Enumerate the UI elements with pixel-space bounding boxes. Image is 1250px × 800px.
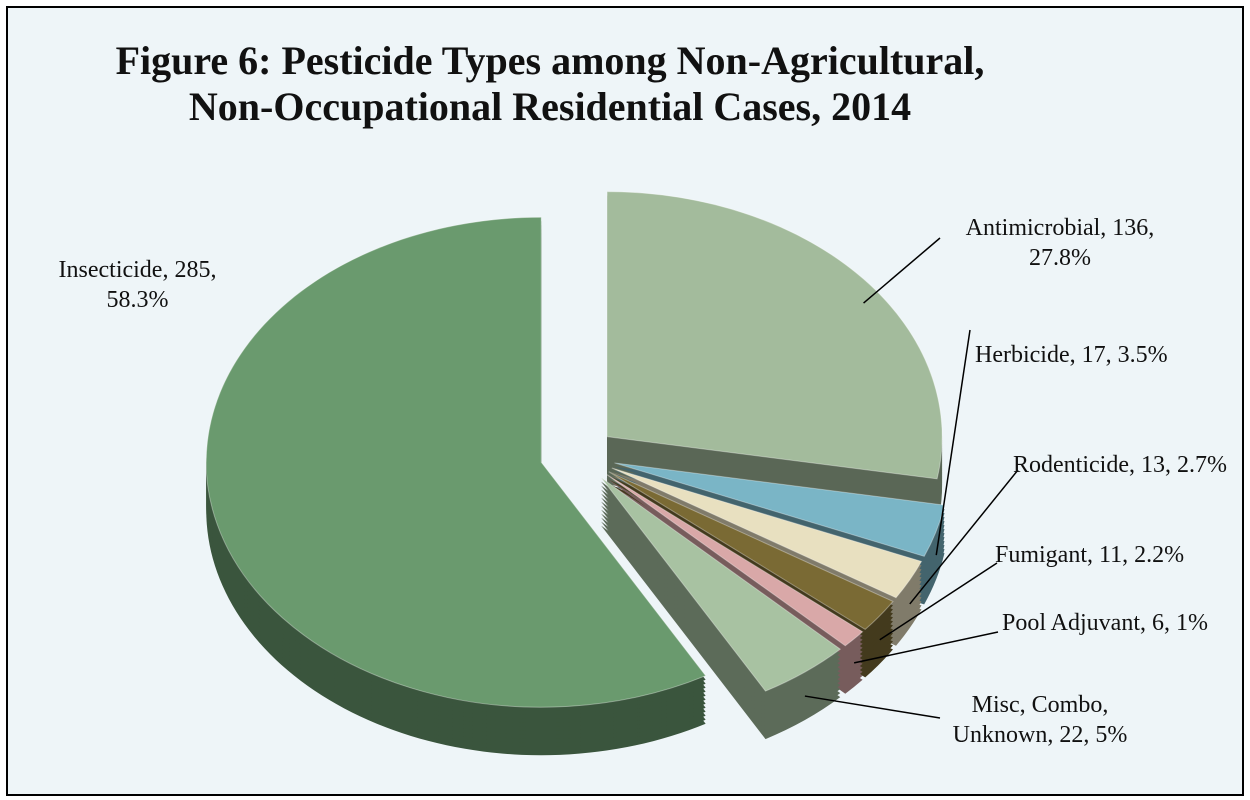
leader-line bbox=[879, 562, 998, 641]
slice bbox=[606, 191, 943, 480]
data-label: Fumigant, 11, 2.2% bbox=[995, 542, 1185, 568]
slice bbox=[205, 216, 707, 708]
slice bbox=[611, 467, 923, 599]
data-label: Herbicide, 17, 3.5% bbox=[975, 342, 1168, 368]
data-label: Antimicrobial, 136, 27.8% bbox=[965, 215, 1155, 271]
leader-line bbox=[804, 695, 941, 719]
slice bbox=[600, 477, 842, 692]
slice bbox=[608, 471, 894, 630]
leader-line bbox=[863, 237, 941, 304]
slice bbox=[605, 473, 864, 647]
leader-line bbox=[853, 631, 999, 664]
leader-line bbox=[935, 329, 971, 556]
data-label: Pool Adjuvant, 6, 1% bbox=[1001, 610, 1208, 636]
chart-title: Figure 6: Pesticide Types among Non-Agri… bbox=[115, 38, 985, 129]
leader-line bbox=[909, 469, 1019, 605]
data-label: Insecticide, 285, 58.3% bbox=[58, 257, 217, 313]
data-label: Misc, Combo, Unknown, 22, 5% bbox=[952, 692, 1128, 748]
data-label: Rodenticide, 13, 2.7% bbox=[1013, 452, 1227, 478]
